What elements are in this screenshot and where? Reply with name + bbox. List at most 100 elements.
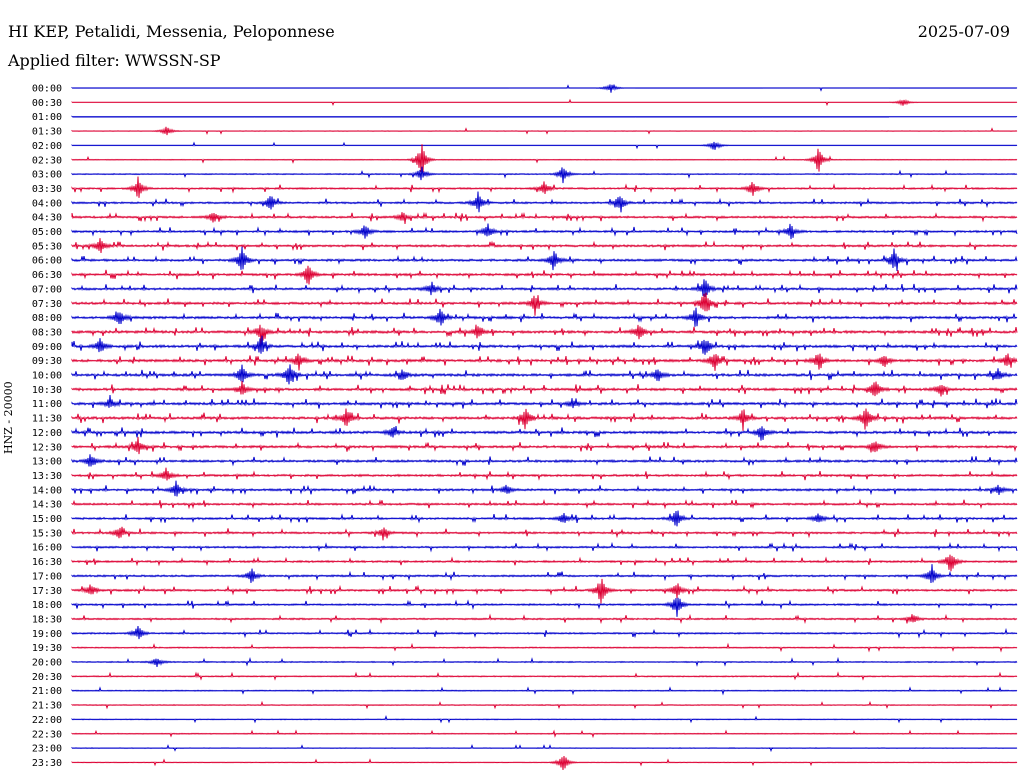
time-label: 10:00 [32,371,62,382]
trace-line [71,526,1018,541]
trace-line [71,436,1018,455]
time-label: 21:00 [32,686,62,697]
time-label: 17:30 [32,586,62,597]
trace-line [71,307,1018,327]
time-label: 10:30 [32,385,62,396]
trace-line [71,755,1018,771]
trace-line [71,191,1018,213]
time-label: 08:00 [32,313,62,324]
trace-line [71,176,1018,198]
time-label: 22:30 [32,729,62,740]
trace-line [71,279,1018,297]
trace-line [71,729,1018,739]
time-label: 07:00 [32,284,62,295]
trace-line [71,686,1018,696]
date-label: 2025-07-09 [917,22,1010,41]
time-label: 19:00 [32,629,62,640]
trace-line [71,700,1018,710]
trace-line [71,656,1018,667]
trace-line [71,408,1018,431]
time-label: 13:00 [32,457,62,468]
trace-line [71,166,1018,184]
time-label: 16:00 [32,543,62,554]
time-label: 14:00 [32,485,62,496]
trace-line [71,642,1018,653]
trace-line [71,671,1018,681]
trace-line [71,211,1018,225]
time-label: 18:00 [32,600,62,611]
time-label: 15:30 [32,528,62,539]
trace-line [71,454,1018,467]
time-label: 13:30 [32,471,62,482]
trace-line [71,467,1018,481]
time-label: 12:00 [32,428,62,439]
trace-line [71,246,1018,272]
trace-line [71,626,1018,640]
station-title: HI KEP, Petalidi, Messenia, Peloponnese [8,22,335,41]
trace-line [71,480,1018,497]
trace-line [71,541,1018,553]
time-label: 00:30 [32,98,62,109]
trace-line [71,613,1018,625]
trace-line [71,554,1018,572]
filter-label: Applied filter: WWSSN-SP [8,51,221,70]
time-label: 04:00 [32,198,62,209]
trace-line [71,115,1018,118]
trace-line [71,425,1018,441]
time-label: 15:00 [32,514,62,525]
time-label: 11:30 [32,414,62,425]
trace-line [71,265,1018,285]
time-label: 17:00 [32,571,62,582]
time-label: 01:00 [32,112,62,123]
trace-line [71,353,1018,371]
time-label: 00:00 [32,84,62,95]
trace-line [71,126,1018,136]
time-label: 07:30 [32,299,62,310]
trace-line [71,714,1018,724]
trace-line [71,380,1018,397]
trace-line [71,743,1018,753]
time-label: 19:30 [32,643,62,654]
time-label: 03:00 [32,170,62,181]
time-label: 14:30 [32,500,62,511]
time-label: 06:00 [32,256,62,267]
time-label: 08:30 [32,327,62,338]
time-label: 20:30 [32,672,62,683]
time-label: 20:00 [32,658,62,669]
time-label: 18:30 [32,614,62,625]
time-label: 21:30 [32,701,62,712]
trace-line [71,335,1018,355]
time-label: 12:30 [32,442,62,453]
time-label: 03:30 [32,184,62,195]
trace-line [71,510,1018,527]
trace-line [71,223,1018,240]
time-label: 09:00 [32,342,62,353]
time-label: 02:30 [32,155,62,166]
trace-line [71,144,1018,173]
time-label: 05:30 [32,241,62,252]
trace-line [71,292,1018,316]
trace-line [71,498,1018,510]
time-label: 04:30 [32,213,62,224]
trace-line [71,324,1018,346]
time-label: 05:00 [32,227,62,238]
time-label: 06:30 [32,270,62,281]
trace-line [71,597,1018,617]
trace-line [71,141,1018,150]
time-label: 16:30 [32,557,62,568]
trace-line [71,98,1018,107]
trace-line [71,238,1018,254]
time-label: 09:30 [32,356,62,367]
time-label: 02:00 [32,141,62,152]
time-label: 11:00 [32,399,62,410]
trace-line [71,394,1018,409]
trace-line [71,364,1018,385]
trace-line [71,564,1018,584]
trace-line [71,578,1018,604]
time-label: 23:00 [32,744,62,755]
time-label: 01:30 [32,127,62,138]
time-label: 22:00 [32,715,62,726]
trace-line [71,84,1018,93]
time-label: 23:30 [32,758,62,769]
